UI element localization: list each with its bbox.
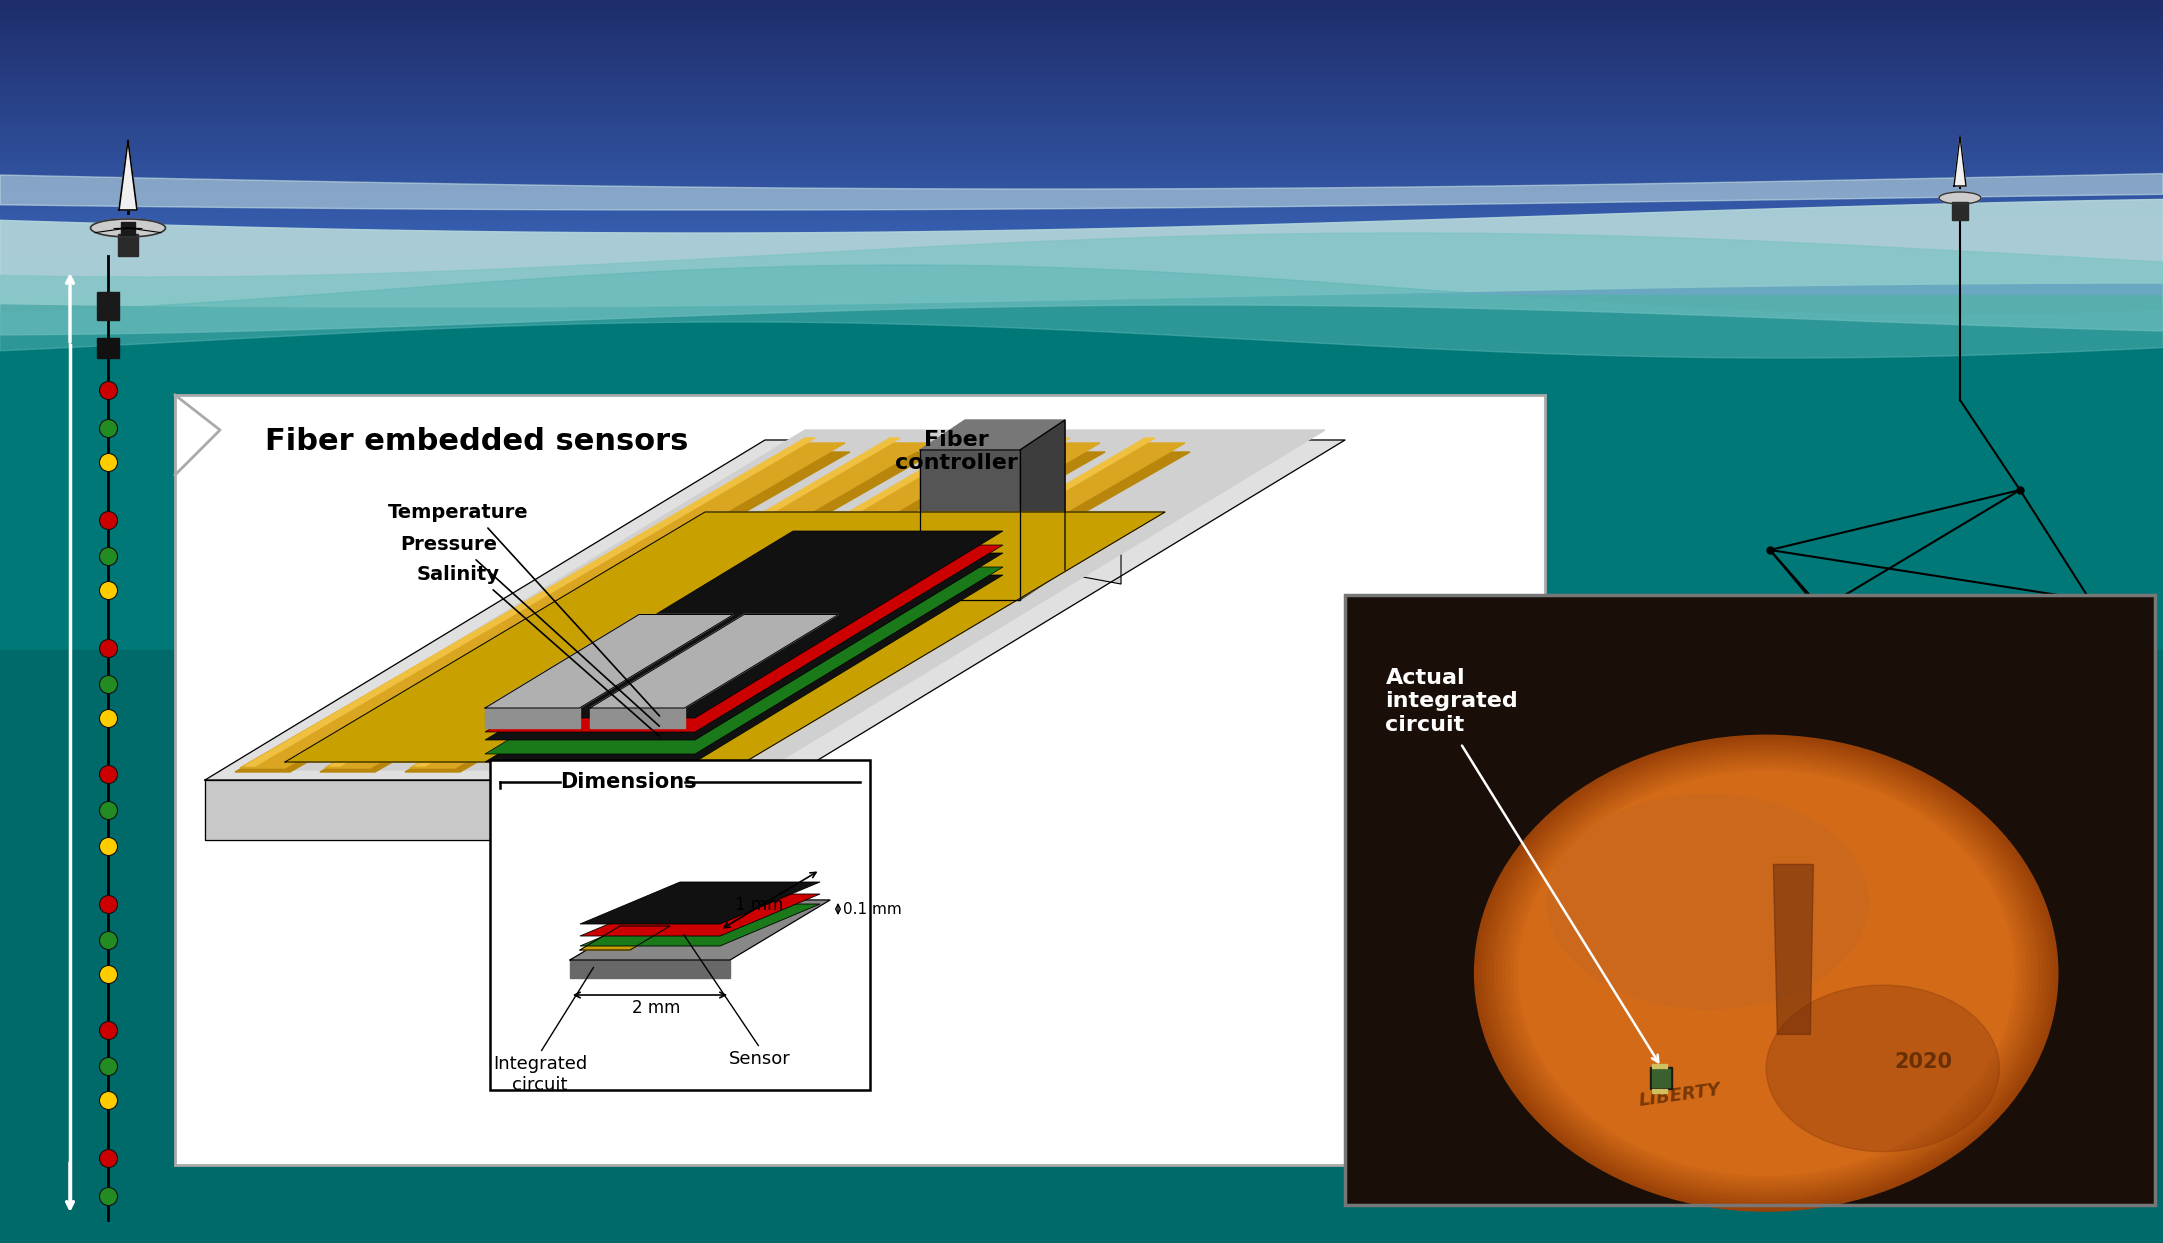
Text: 2 mm: 2 mm <box>632 999 681 1017</box>
Ellipse shape <box>1547 794 1869 1009</box>
Text: Sensor: Sensor <box>729 1050 792 1068</box>
Ellipse shape <box>1767 986 1999 1151</box>
Bar <box>97 292 119 319</box>
Polygon shape <box>491 452 1105 772</box>
Polygon shape <box>575 452 1190 772</box>
Polygon shape <box>919 450 1021 600</box>
Polygon shape <box>485 709 580 728</box>
Polygon shape <box>415 438 984 766</box>
Polygon shape <box>286 512 1166 762</box>
Ellipse shape <box>1510 764 2022 1182</box>
Bar <box>1951 203 1968 220</box>
Polygon shape <box>485 531 1004 718</box>
Polygon shape <box>119 140 136 210</box>
Text: 1 mm: 1 mm <box>735 896 783 914</box>
Ellipse shape <box>1514 768 2018 1178</box>
Bar <box>1663 1064 1668 1068</box>
Polygon shape <box>205 781 785 840</box>
Text: Fiber embedded sensors: Fiber embedded sensors <box>266 428 688 456</box>
Ellipse shape <box>1490 748 2042 1198</box>
Ellipse shape <box>1486 745 2046 1202</box>
Ellipse shape <box>1938 191 1981 204</box>
Polygon shape <box>175 395 221 475</box>
Bar <box>97 338 119 358</box>
Text: LIBERTY: LIBERTY <box>1637 1081 1722 1110</box>
Bar <box>119 234 138 256</box>
Bar <box>1653 1089 1655 1093</box>
Bar <box>175 395 1544 1165</box>
Polygon shape <box>919 513 1120 584</box>
Polygon shape <box>485 553 1004 740</box>
Ellipse shape <box>1518 771 2014 1176</box>
Polygon shape <box>244 430 1326 769</box>
Ellipse shape <box>1479 738 2055 1208</box>
Polygon shape <box>320 452 934 772</box>
Text: Salinity: Salinity <box>417 566 500 584</box>
Polygon shape <box>411 443 1014 768</box>
Polygon shape <box>919 513 1120 534</box>
Polygon shape <box>240 443 846 768</box>
Text: 2020: 2020 <box>1895 1053 1953 1073</box>
Text: Actual
integrated
circuit: Actual integrated circuit <box>1386 669 1518 735</box>
Polygon shape <box>485 576 1004 762</box>
Polygon shape <box>580 883 820 924</box>
Text: Integrated
circuit: Integrated circuit <box>493 1055 586 1094</box>
Bar <box>1657 1064 1659 1068</box>
Polygon shape <box>205 440 1345 781</box>
Polygon shape <box>590 614 839 709</box>
Bar <box>1650 1066 1672 1089</box>
Polygon shape <box>500 438 1071 766</box>
Bar <box>1661 1089 1663 1093</box>
Ellipse shape <box>1505 761 2027 1185</box>
Text: Temperature: Temperature <box>387 503 528 522</box>
Ellipse shape <box>1499 755 2033 1192</box>
Ellipse shape <box>1495 752 2038 1195</box>
Bar <box>1657 1089 1659 1093</box>
Bar <box>491 759 870 1090</box>
Bar <box>0 295 2163 1243</box>
Polygon shape <box>590 709 684 728</box>
Bar <box>0 650 2163 1243</box>
Ellipse shape <box>1482 742 2051 1204</box>
Polygon shape <box>1774 864 1813 1034</box>
Polygon shape <box>324 443 930 768</box>
Polygon shape <box>580 894 820 936</box>
Polygon shape <box>571 900 831 960</box>
Polygon shape <box>584 438 1155 766</box>
Polygon shape <box>580 904 820 946</box>
Ellipse shape <box>1475 736 2057 1211</box>
Polygon shape <box>495 443 1101 768</box>
Polygon shape <box>919 420 1064 450</box>
Ellipse shape <box>91 219 167 237</box>
Polygon shape <box>1021 420 1064 600</box>
Polygon shape <box>404 452 1021 772</box>
Bar <box>1661 1064 1663 1068</box>
Bar <box>1653 1064 1655 1068</box>
Polygon shape <box>485 567 1004 755</box>
Polygon shape <box>580 926 671 950</box>
Bar <box>1345 595 2154 1204</box>
Polygon shape <box>331 438 900 766</box>
Bar <box>1663 1089 1668 1093</box>
Bar <box>1345 595 2154 1204</box>
Bar <box>121 222 134 236</box>
Text: Pressure: Pressure <box>400 534 497 554</box>
Polygon shape <box>1953 135 1966 186</box>
Ellipse shape <box>1503 758 2029 1188</box>
Polygon shape <box>571 960 729 978</box>
Text: Dimensions: Dimensions <box>560 772 696 792</box>
Text: 0.1 mm: 0.1 mm <box>844 901 902 916</box>
Text: Fiber
controller: Fiber controller <box>895 430 1017 474</box>
Polygon shape <box>244 438 815 766</box>
Polygon shape <box>485 614 733 709</box>
Polygon shape <box>236 452 850 772</box>
Bar <box>1653 1069 1670 1086</box>
Polygon shape <box>485 544 1004 732</box>
Polygon shape <box>580 443 1185 768</box>
